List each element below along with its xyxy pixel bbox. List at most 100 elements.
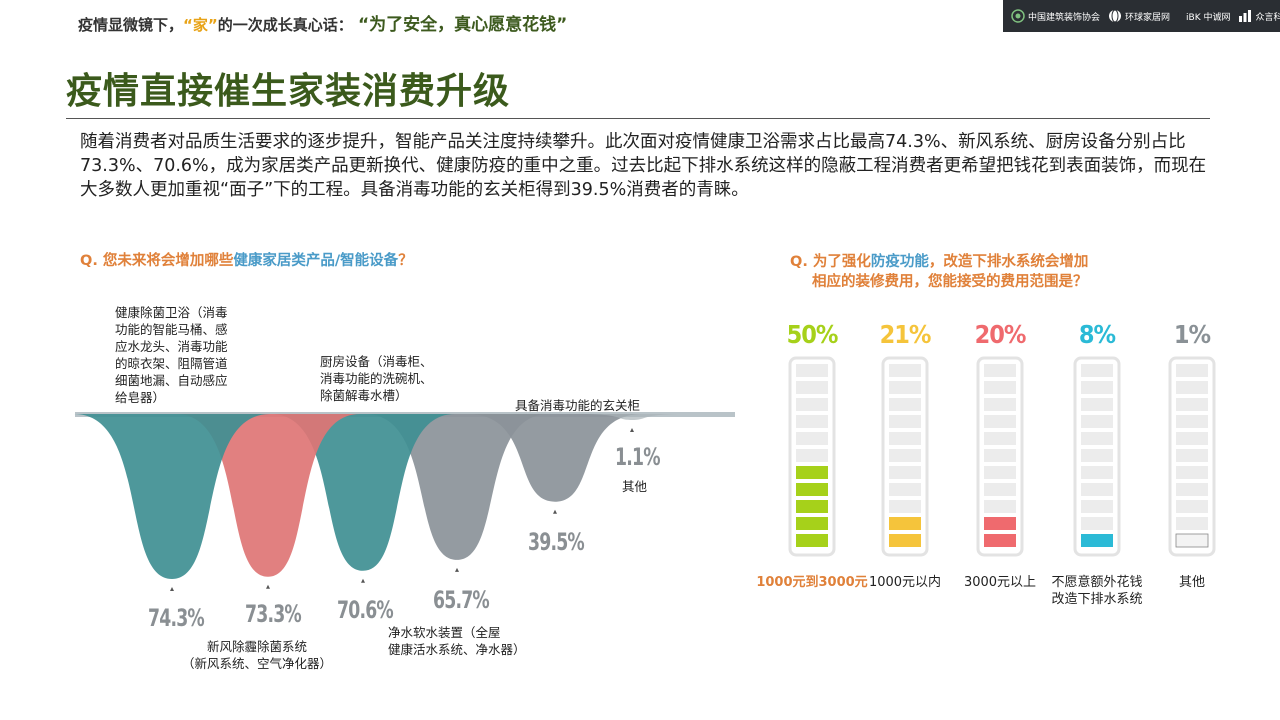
battery-segment	[1081, 364, 1113, 377]
battery-segment	[796, 381, 828, 394]
marker-kitchen	[361, 578, 365, 583]
battery-segment	[984, 483, 1016, 496]
header-part1: 疫情显微镜下，	[78, 16, 184, 34]
battery-segment	[889, 415, 921, 428]
battery-segment	[889, 449, 921, 462]
battery-value-unwilling: 8%	[1078, 320, 1116, 349]
drop-bathroom	[74, 414, 270, 579]
marker-other	[630, 428, 634, 432]
ann-line: 具备消毒功能的玄关柜	[515, 398, 641, 413]
battery-segment	[1081, 449, 1113, 462]
ann-line: 其他	[622, 479, 648, 494]
drop-kitchen	[271, 414, 455, 571]
battery-segment	[796, 415, 828, 428]
annotation-water: 净水软水装置（全屋 健康活水系统、净水器）	[388, 624, 526, 658]
drop-series	[74, 414, 684, 579]
battery-segment	[889, 381, 921, 394]
battery-segment	[984, 534, 1016, 547]
battery-label-1000-3000: 1000元到3000元	[752, 574, 872, 591]
battery-segment	[1176, 500, 1208, 513]
annotation-cabinet: 具备消毒功能的玄关柜	[515, 397, 640, 414]
battery-segment	[1081, 500, 1113, 513]
annotation-other: 其他	[622, 478, 647, 495]
battery-segment	[1081, 534, 1113, 547]
battery-segment	[889, 432, 921, 445]
value-markers	[170, 428, 634, 591]
battery-segment	[1175, 533, 1209, 548]
battery-segment	[1176, 517, 1208, 530]
battery-segment	[1081, 398, 1113, 411]
left-question-suffix: ？	[398, 253, 413, 269]
battery-segment	[1176, 415, 1208, 428]
summary-paragraph: 随着消费者对品质生活要求的逐步提升，智能产品关注度持续攀升。此次面对疫情健康卫浴…	[80, 132, 1207, 200]
battery-segment	[1176, 466, 1208, 479]
battery-segment	[1176, 483, 1208, 496]
association-seal-icon	[1011, 9, 1025, 23]
battery-segment	[984, 432, 1016, 445]
logo-ibk: iBK 中诚网	[1186, 10, 1230, 23]
battery-label-unwilling: 不愿意额外花钱 改造下排水系统	[1037, 574, 1157, 608]
battery-segment	[889, 534, 921, 547]
battery-segment	[889, 500, 921, 513]
left-question-prefix: Q. 您未来将会增加哪些	[80, 253, 234, 269]
battery-segment	[796, 398, 828, 411]
ann-line: 的晾衣架、阻隔管道	[115, 356, 228, 371]
ann-line: 功能的智能马桶、感	[115, 322, 228, 337]
battery-segment	[1081, 432, 1113, 445]
battery-segment	[889, 398, 921, 411]
ann-line: 除菌解毒水槽）	[320, 388, 408, 403]
battery-segment	[1176, 432, 1208, 445]
page-title: 疫情直接催生家装消费升级	[66, 71, 511, 112]
ann-line: 净水软水装置（全屋	[388, 625, 501, 640]
battery-segment	[984, 517, 1016, 530]
budget-range-chart	[788, 356, 1216, 557]
battery-segment	[796, 466, 828, 479]
battery-value-over-3000: 20%	[974, 320, 1027, 349]
battery-label-line: 1000元以内	[868, 575, 942, 590]
battery-segment	[889, 517, 921, 530]
ann-line: 健康除菌卫浴（消毒	[115, 305, 228, 320]
battery-value-under-1000: 21%	[879, 320, 932, 349]
battery-label-line: 3000元以上	[963, 575, 1037, 590]
battery-segment	[1081, 466, 1113, 479]
annotation-fresh-air: 新风除霾除菌系统 （新风系统、空气净化器）	[182, 638, 332, 672]
ann-line: （新风系统、空气净化器）	[182, 656, 333, 671]
ann-line: 厨房设备（消毒柜、	[320, 354, 433, 369]
right-question: Q. 为了强化防疫功能，改造下排水系统会增加 相应的装修费用，您能接受的费用范围…	[790, 252, 1088, 292]
battery-label-line: 改造下排水系统	[1051, 592, 1143, 607]
left-question-highlight: 健康家居类产品/智能设备	[233, 253, 399, 269]
ann-line: 消毒功能的洗碗机、	[320, 371, 433, 386]
right-question-line2: 相应的装修费用，您能接受的费用范围是？	[812, 274, 1088, 290]
left-question: Q. 您未来将会增加哪些健康家居类产品/智能设备？	[80, 251, 413, 271]
battery-label-line: 不愿意额外花钱	[1051, 575, 1143, 590]
battery-segment	[889, 483, 921, 496]
battery-label-under-1000: 1000元以内	[845, 574, 965, 591]
battery-segment	[796, 534, 828, 547]
battery-segment	[1176, 449, 1208, 462]
battery-segment	[796, 483, 828, 496]
value-label-cabinet: 39.5%	[528, 528, 585, 556]
marker-cabinet	[553, 509, 557, 514]
battery-segment	[1081, 483, 1113, 496]
ann-line: 应水龙头、消毒功能	[115, 339, 228, 354]
header-part4: “为了安全，真心愿意花钱”	[357, 15, 568, 35]
title-divider	[66, 118, 1210, 119]
battery-value-1000-3000: 50%	[786, 320, 839, 349]
ann-line: 健康活水系统、净水器）	[388, 642, 526, 657]
marker-bathroom	[170, 587, 174, 591]
ann-line: 给皂器）	[115, 390, 166, 405]
battery-segment	[796, 500, 828, 513]
battery-segment	[1081, 517, 1113, 530]
battery-segment	[796, 517, 828, 530]
battery-segment	[1081, 415, 1113, 428]
globe-icon	[1109, 9, 1122, 23]
ann-line: 新风除霾除菌系统	[207, 639, 308, 654]
logo-zhongyan-text: 众言科技	[1255, 12, 1280, 23]
battery-segment	[984, 466, 1016, 479]
header-line: 疫情显微镜下，“家”的一次成长真心话： “为了安全，真心愿意花钱”	[78, 10, 567, 35]
battery-value-other: 1%	[1173, 320, 1211, 349]
battery-segment	[1081, 381, 1113, 394]
value-label-kitchen: 70.6%	[337, 596, 394, 624]
logo-global-home-text: 环球家居网	[1125, 12, 1171, 23]
battery-segment	[1176, 381, 1208, 394]
